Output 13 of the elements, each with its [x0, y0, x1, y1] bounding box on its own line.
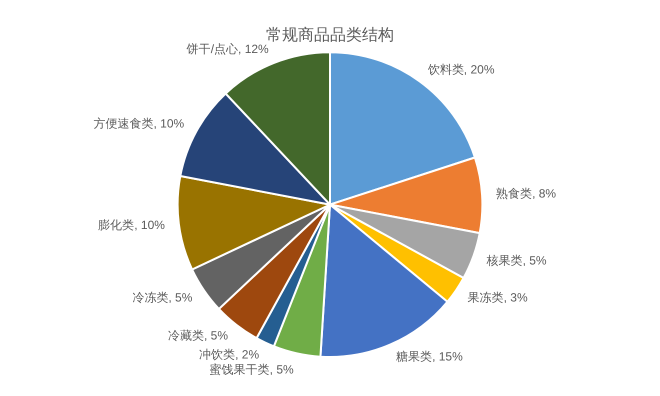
- slice-label: 核果类, 5%: [486, 253, 547, 268]
- slice-label: 蜜饯果干类, 5%: [210, 362, 294, 376]
- slice-label: 方便速食类, 10%: [93, 116, 185, 131]
- slice-label: 冷冻类, 5%: [132, 290, 193, 304]
- slice-label: 饮料类, 20%: [426, 62, 495, 76]
- slice-label: 糖果类, 15%: [396, 350, 464, 364]
- slice-label: 饼干/点心, 12%: [186, 42, 270, 56]
- slice-label: 熟食类, 8%: [496, 186, 556, 200]
- slice-label: 果冻类, 3%: [468, 290, 528, 304]
- slice-label: 冲饮类, 2%: [199, 347, 260, 362]
- slice-label: 冷藏类, 5%: [168, 328, 228, 342]
- slice-label: 膨化类, 10%: [98, 218, 166, 232]
- chart-title: 常规商品品类结构: [266, 26, 394, 44]
